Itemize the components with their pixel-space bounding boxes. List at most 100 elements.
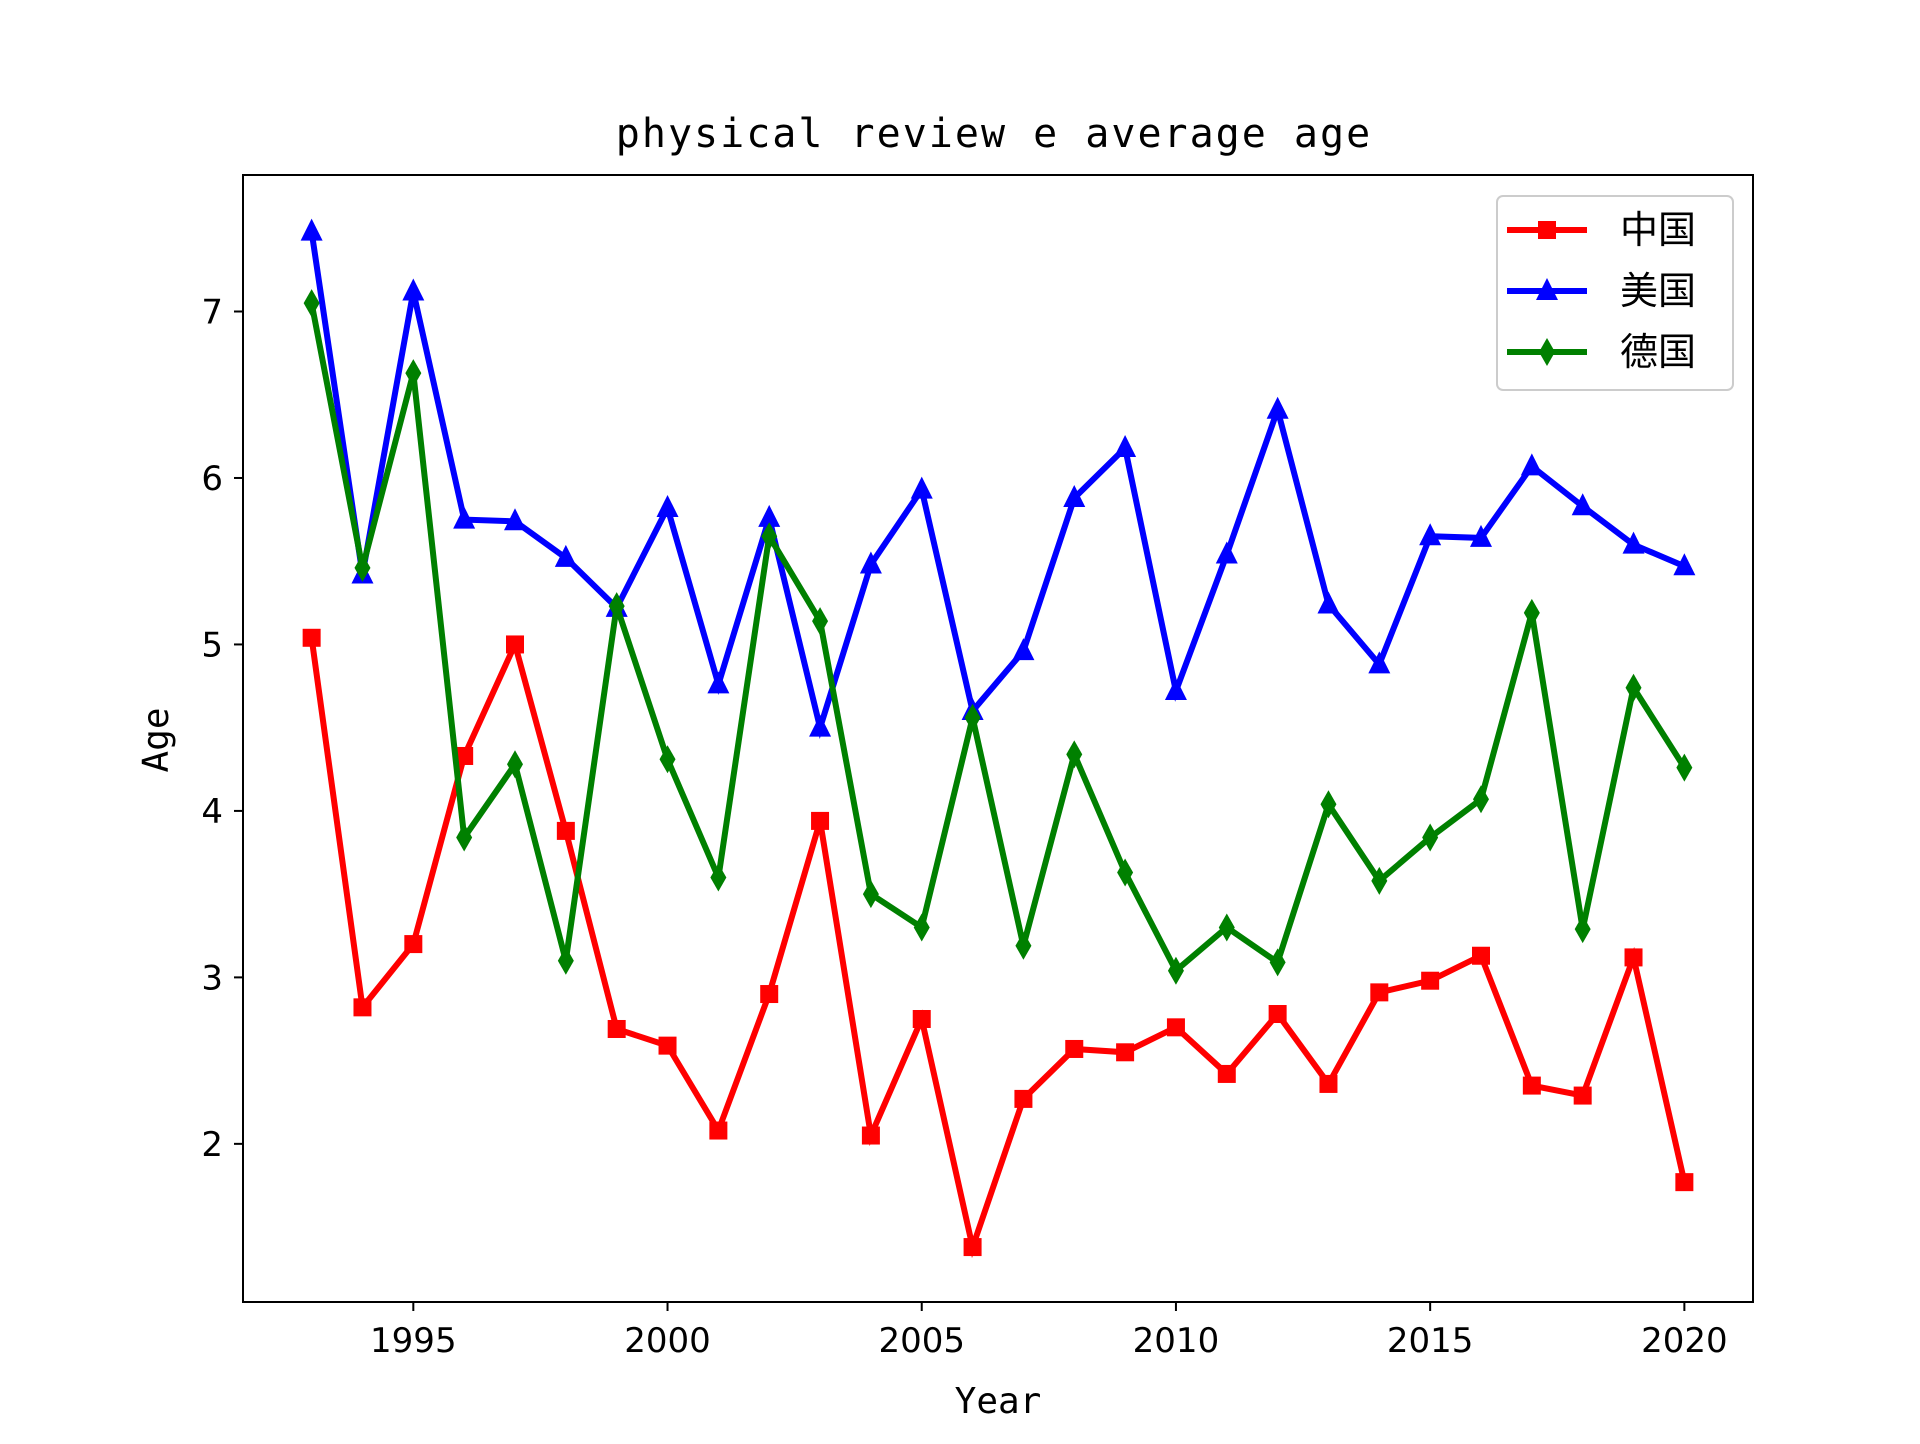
data-point	[1522, 1076, 1541, 1095]
y-tick-label: 7	[201, 293, 223, 333]
data-point	[405, 359, 422, 388]
data-point	[608, 592, 625, 621]
data-point	[1268, 1005, 1287, 1024]
data-point	[1368, 651, 1391, 674]
data-point	[556, 821, 575, 840]
data-point	[1571, 493, 1594, 516]
data-point	[859, 551, 882, 574]
y-axis: 2 3 4 5 6 7	[201, 293, 243, 1165]
legend-label: 中国	[1620, 208, 1696, 252]
data-point	[453, 506, 476, 529]
data-point	[659, 745, 676, 774]
data-point	[1574, 915, 1591, 944]
data-point	[300, 218, 323, 241]
y-axis-label: Age	[136, 707, 177, 772]
series-1	[302, 628, 1694, 1259]
data-point	[1622, 531, 1645, 554]
data-point	[809, 714, 832, 737]
x-tick-label: 2015	[1387, 1321, 1474, 1361]
data-point	[1520, 453, 1543, 476]
legend-item: 美国	[1507, 269, 1696, 313]
data-point	[354, 553, 371, 582]
series-line	[308, 302, 1687, 976]
data-point	[1624, 948, 1643, 967]
x-axis-label: Year	[955, 1381, 1042, 1422]
legend-marker	[1536, 278, 1558, 300]
legend-marker	[1538, 221, 1556, 239]
data-point	[1673, 553, 1696, 576]
legend-label: 德国	[1620, 330, 1696, 374]
data-point	[507, 750, 524, 779]
data-point	[1266, 396, 1289, 419]
data-point	[656, 494, 679, 517]
data-point	[1371, 866, 1388, 895]
y-tick-label: 4	[201, 792, 223, 832]
data-point	[1317, 591, 1340, 614]
data-point	[1066, 740, 1083, 769]
data-point	[1422, 823, 1439, 852]
data-point	[1320, 790, 1337, 819]
data-point	[707, 671, 730, 694]
data-point	[811, 811, 830, 830]
data-point	[557, 946, 574, 975]
data-point	[1215, 541, 1238, 564]
data-point	[1015, 931, 1032, 960]
data-point	[1014, 1089, 1033, 1108]
data-point	[913, 913, 930, 942]
data-point	[1269, 948, 1286, 977]
data-point	[1573, 1086, 1592, 1105]
legend-item: 德国	[1507, 330, 1696, 374]
data-point	[1217, 1064, 1236, 1083]
x-tick-label: 2010	[1133, 1321, 1220, 1361]
data-point	[1421, 971, 1440, 990]
series-line	[308, 231, 1686, 739]
data-point	[1218, 913, 1235, 942]
data-point	[1116, 1043, 1135, 1062]
data-point	[1625, 673, 1642, 702]
legend-item: 中国	[1507, 208, 1696, 252]
data-point	[1419, 523, 1442, 546]
data-point	[402, 278, 425, 301]
data-point	[1469, 524, 1492, 547]
series-layer	[300, 218, 1696, 1259]
data-point	[506, 635, 525, 654]
data-point	[1012, 638, 1035, 661]
x-tick-label: 1995	[370, 1321, 457, 1361]
data-point	[1471, 946, 1490, 965]
chart-title: physical review e average age	[616, 111, 1372, 157]
data-point	[504, 508, 527, 531]
x-tick-label: 2020	[1641, 1321, 1728, 1361]
data-point	[658, 1036, 677, 1055]
data-point	[1523, 598, 1540, 627]
plot-area-frame	[242, 174, 1754, 1303]
data-point	[709, 1121, 728, 1140]
data-point	[607, 1019, 626, 1038]
data-point	[455, 746, 474, 765]
data-point	[1166, 1018, 1185, 1037]
data-point	[1167, 956, 1184, 985]
series-2	[300, 218, 1696, 739]
data-point	[1114, 435, 1137, 458]
data-point	[456, 823, 473, 852]
data-point	[760, 985, 779, 1004]
x-axis: 1995 2000 2005 2010 2015 2020	[370, 1302, 1728, 1361]
data-point	[1063, 484, 1086, 507]
data-point	[758, 504, 781, 527]
data-point	[404, 935, 423, 954]
y-tick-label: 3	[201, 958, 223, 998]
data-point	[1117, 858, 1134, 887]
data-point	[302, 628, 321, 647]
x-tick-label: 2005	[878, 1321, 965, 1361]
legend-frame	[1496, 195, 1734, 391]
data-point	[1065, 1039, 1084, 1058]
data-point	[1370, 983, 1389, 1002]
data-point	[812, 607, 829, 636]
data-point	[303, 289, 320, 318]
data-point	[1319, 1074, 1338, 1093]
data-point	[861, 1126, 880, 1145]
series-line	[308, 635, 1688, 1259]
data-point	[910, 476, 933, 499]
